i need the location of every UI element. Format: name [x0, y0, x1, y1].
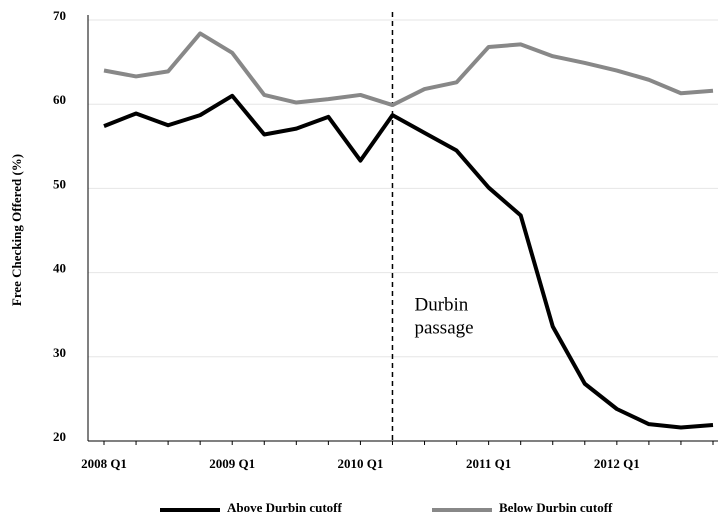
y-tick-label: 60: [53, 92, 66, 107]
annotation: passage: [414, 317, 473, 338]
y-tick-label: 70: [53, 8, 66, 23]
x-tick-label: 2011 Q1: [466, 456, 511, 471]
series-line: [103, 93, 714, 430]
series-line: [103, 31, 714, 108]
x-tick-label: 2010 Q1: [337, 456, 383, 471]
annotation: Durbin: [414, 294, 468, 315]
y-tick-label: 50: [53, 176, 66, 191]
x-tick-label: 2008 Q1: [81, 456, 127, 471]
y-tick-label: 30: [53, 345, 66, 360]
legend-label: Above Durbin cutoff: [227, 500, 343, 515]
y-axis-label: Free Checking Offered (%): [9, 154, 24, 306]
legend-label: Below Durbin cutoff: [499, 500, 613, 515]
y-tick-label: 20: [53, 429, 66, 444]
x-tick-label: 2012 Q1: [594, 456, 640, 471]
y-tick-label: 40: [53, 261, 66, 276]
x-tick-label: 2009 Q1: [209, 456, 255, 471]
